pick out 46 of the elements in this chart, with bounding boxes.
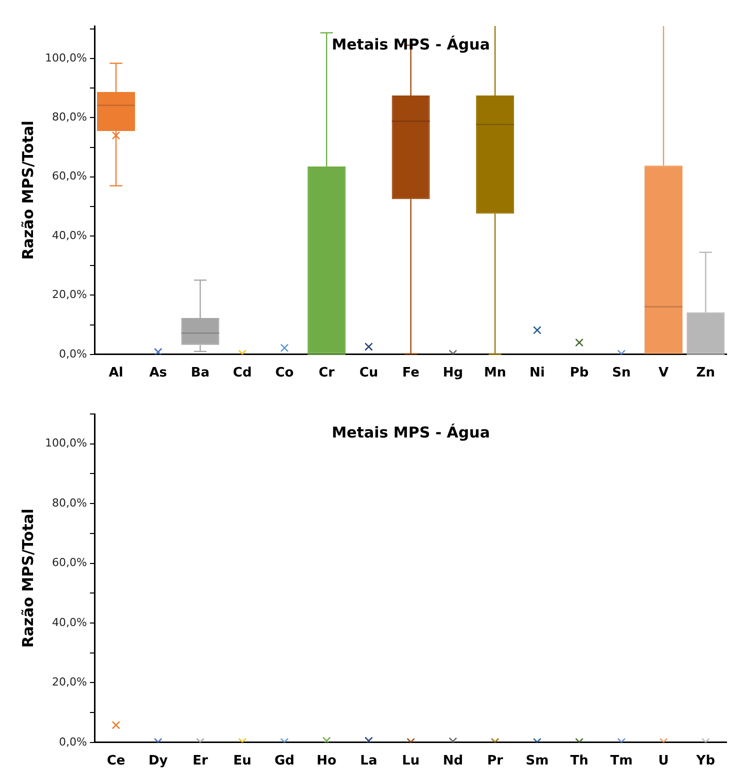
y-tick-label: 80,0% xyxy=(52,110,87,124)
x-tick-label: Er xyxy=(192,754,208,769)
y-tick-label: 40,0% xyxy=(52,228,87,242)
x-tick-label: Cr xyxy=(318,366,336,381)
x-tick-label: Cu xyxy=(359,366,378,381)
x-tick-label: Al xyxy=(108,366,124,381)
x-tick-label: Ba xyxy=(190,366,210,381)
y-tick-label: 0,0% xyxy=(58,735,87,748)
x-tick-label: Sm xyxy=(526,754,549,769)
x-tick-label: Pb xyxy=(570,366,589,381)
x-tick-label: Nd xyxy=(442,754,464,769)
x-tick-label: V xyxy=(658,366,669,381)
y-tick-label: 60,0% xyxy=(52,556,87,570)
x-tick-label: Lu xyxy=(402,754,420,769)
x-tick-label: Co xyxy=(275,366,294,381)
y-tick-label: 40,0% xyxy=(52,616,87,629)
x-tick-label: As xyxy=(149,366,168,381)
y-tick-label: 60,0% xyxy=(52,170,87,183)
x-tick-label: Cd xyxy=(232,366,252,381)
x-tick-label: Dy xyxy=(148,754,168,769)
y-tick-label: 20,0% xyxy=(52,288,87,302)
text: Metais MPS - Água xyxy=(332,423,490,442)
x-tick-label: Ce xyxy=(106,754,126,769)
x-tick-label: Tm xyxy=(610,754,633,769)
x-tick-label: Pr xyxy=(487,754,504,769)
x-tick-label: La xyxy=(360,754,378,769)
text: Metais MPS - Água xyxy=(332,35,490,54)
y-axis-title: Razão MPS/Total xyxy=(18,508,37,648)
x-tick-label: Zn xyxy=(696,366,715,381)
x-tick-label: Mn xyxy=(484,366,506,381)
y-tick-label: 20,0% xyxy=(52,676,87,689)
y-axis-title: Razão MPS/Total xyxy=(18,120,37,260)
y-tick-label: 100,0% xyxy=(44,436,87,450)
x-tick-label: Th xyxy=(570,754,588,769)
x-tick-label: U xyxy=(658,754,669,769)
x-tick-label: Gd xyxy=(274,754,294,769)
x-tick-label: Ni xyxy=(530,366,545,381)
x-tick-label: Hg xyxy=(442,366,464,381)
x-tick-label: Fe xyxy=(402,366,420,381)
y-tick-label: 0,0% xyxy=(58,347,87,360)
y-tick-label: 100,0% xyxy=(44,51,87,64)
x-tick-label: Eu xyxy=(233,754,252,769)
x-tick-label: Ho xyxy=(316,754,337,769)
y-tick-label: 80,0% xyxy=(52,496,87,510)
x-tick-label: Sn xyxy=(612,366,631,381)
x-tick-label: Yb xyxy=(695,754,716,769)
